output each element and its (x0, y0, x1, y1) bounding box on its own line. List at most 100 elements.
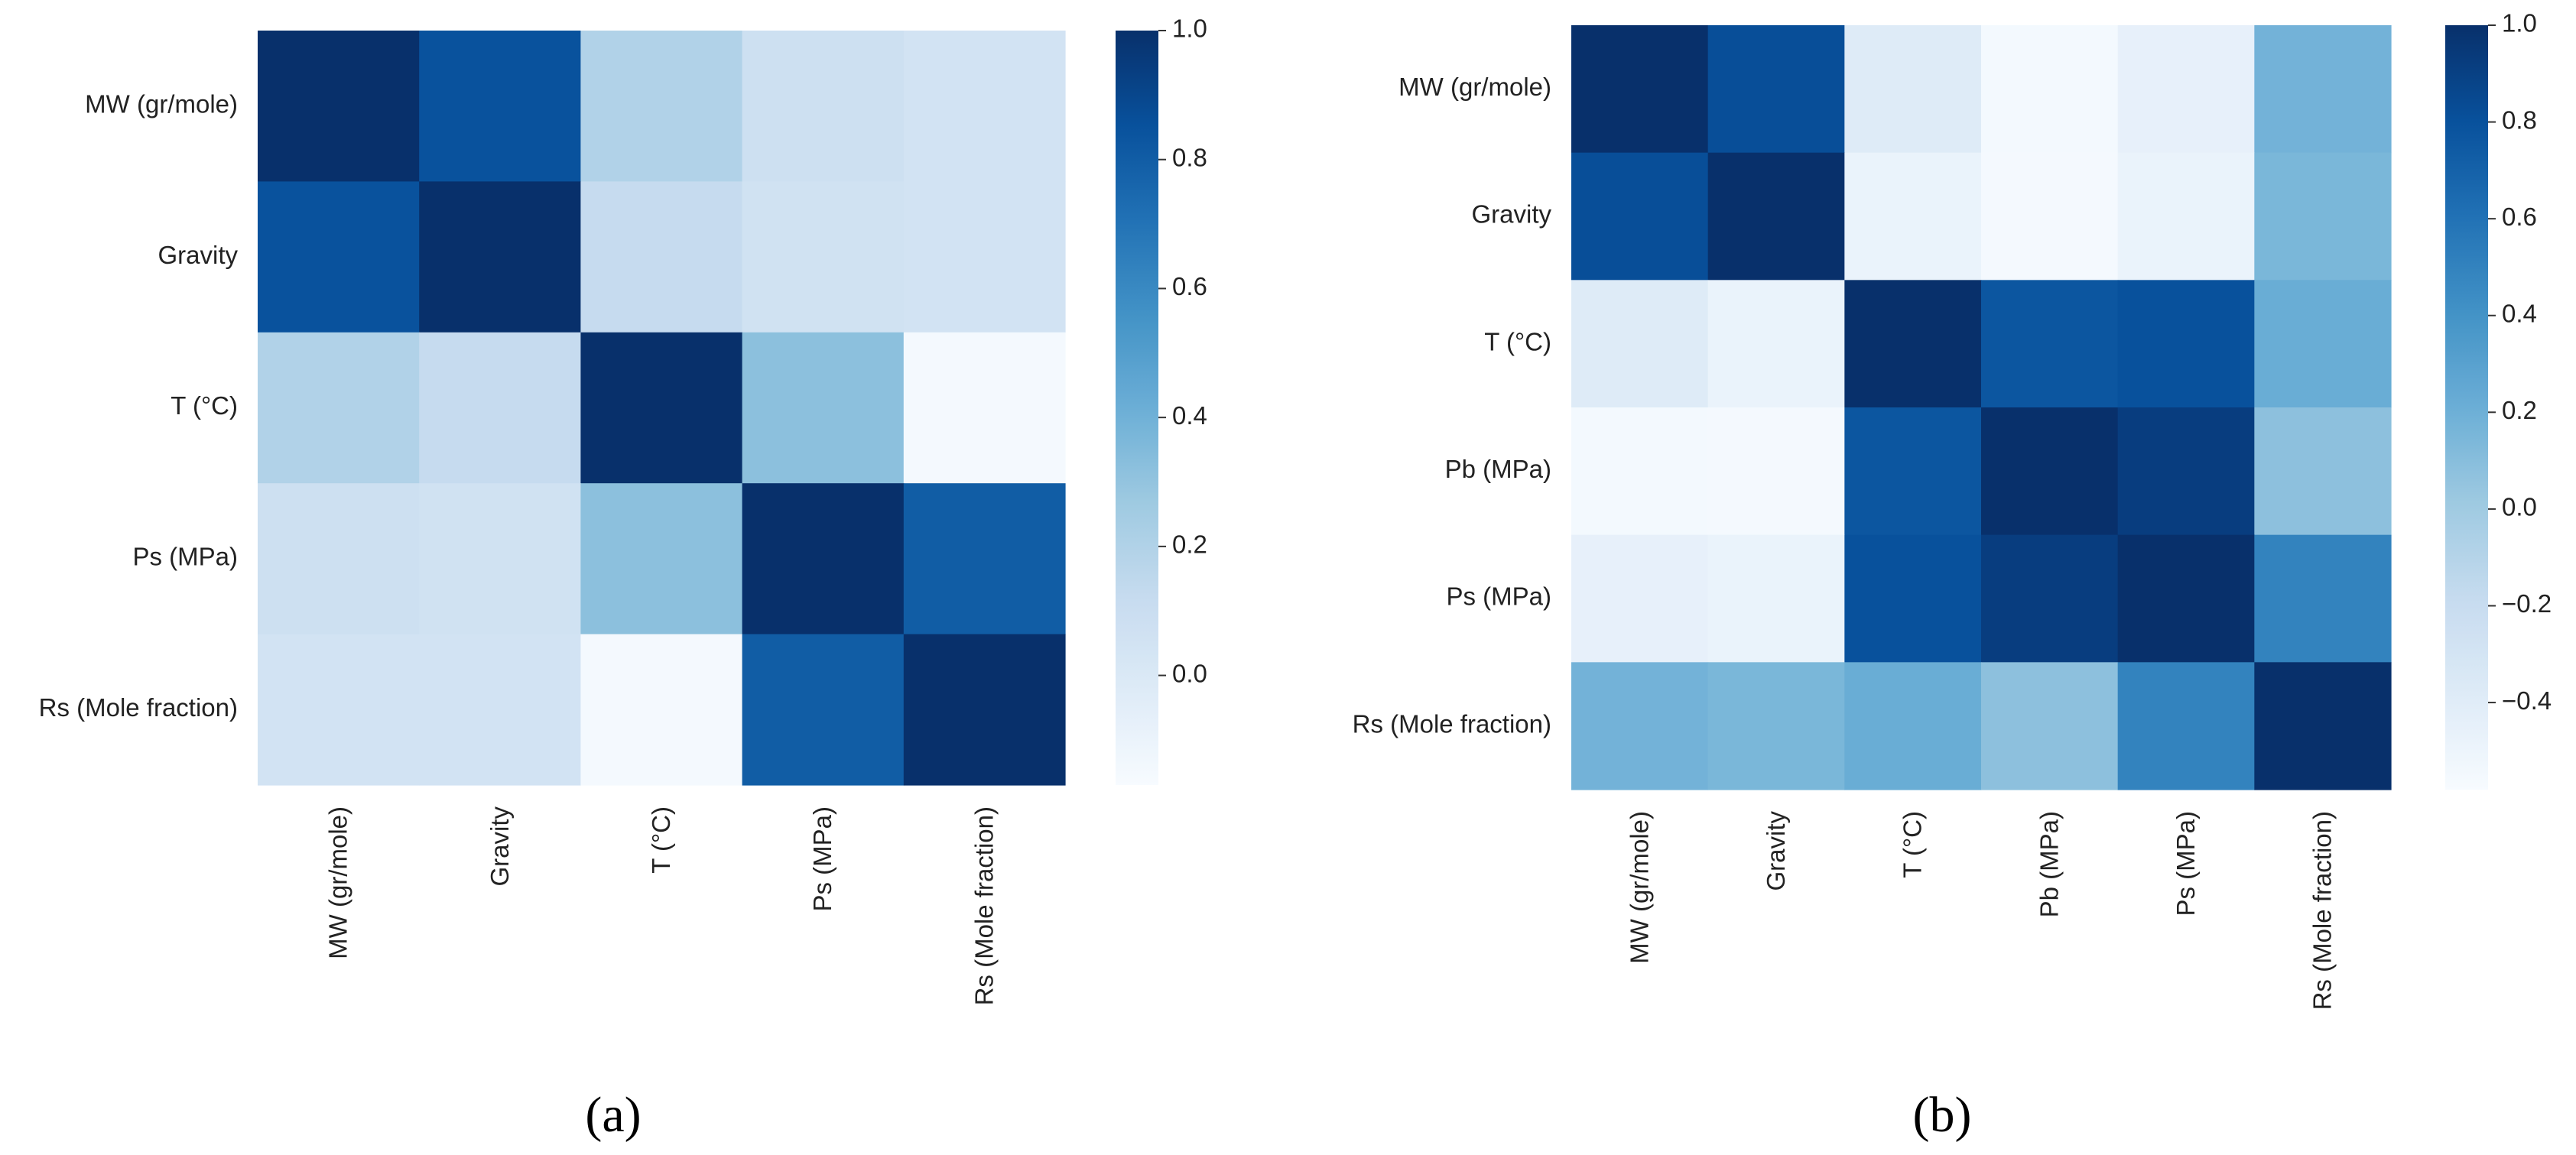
heatmap-cell (1571, 662, 1709, 790)
colorbar-tick-label: 0.4 (1172, 401, 1207, 430)
heatmap-cell (419, 634, 581, 786)
panel-caption: (a) (585, 1087, 641, 1143)
heatmap-cell (1707, 280, 1845, 408)
heatmap-cell (1981, 280, 2119, 408)
heatmap-cell (742, 31, 905, 182)
x-tick-label: T (°C) (647, 806, 675, 874)
x-tick-label: Rs (Mole fraction) (2308, 811, 2337, 1010)
x-tick-label: T (°C) (1899, 811, 1927, 878)
x-tick-labels: MW (gr/mole) Gravity T (°C) Pb (MPa) Ps (MPa… (1625, 811, 2336, 1011)
colorbar-tick-label: 0.0 (2502, 493, 2537, 521)
heatmap-cell (580, 31, 743, 182)
heatmap-cell (1844, 407, 1982, 536)
heatmap-cell (2117, 152, 2255, 281)
heatmap-cell (1707, 152, 1845, 281)
heatmap-cell (258, 31, 420, 182)
heatmap-cell (1844, 152, 1982, 281)
heatmap-cell (1707, 662, 1845, 790)
heatmap-cell (2117, 534, 2255, 663)
heatmap-cell (419, 483, 581, 635)
panel-caption: (b) (1913, 1087, 1972, 1143)
heatmap-cell (1571, 152, 1709, 281)
heatmap-cell (258, 634, 420, 786)
colorbar-tick-label: 1.0 (2502, 9, 2537, 37)
heatmap-cell (419, 31, 581, 182)
heatmap-cell (1707, 25, 1845, 154)
heatmap-cell (2254, 407, 2392, 536)
x-tick-label: Pb (MPa) (2035, 811, 2063, 917)
heatmap-cell (903, 483, 1066, 635)
heatmap-cell (1844, 25, 1982, 154)
y-tick-label: Ps (MPa) (132, 543, 238, 571)
y-tick-label: Pb (MPa) (1445, 455, 1551, 483)
heatmap-cell (742, 634, 905, 786)
heatmap-cell (580, 634, 743, 786)
y-tick-label: MW (gr/mole) (85, 89, 238, 118)
heatmap-cell (2117, 662, 2255, 790)
x-tick-label: MW (gr/mole) (1625, 811, 1653, 964)
heatmap-cell (419, 181, 581, 333)
colorbar: 1.0 0.8 0.6 0.4 0.2 0.0 −0.2 −0.4 (2445, 9, 2552, 790)
colorbar-tick-label: 1.0 (1172, 15, 1207, 43)
heatmap-cell (2254, 25, 2392, 154)
x-tick-label: Gravity (486, 806, 514, 887)
heatmap-cell (1571, 407, 1709, 536)
heatmap-cells (258, 31, 1066, 786)
y-tick-label: Ps (MPa) (1446, 582, 1551, 611)
heatmap-cell (1707, 534, 1845, 663)
x-tick-label: Rs (Mole fraction) (970, 806, 998, 1005)
y-tick-label: Gravity (158, 241, 238, 269)
colorbar-tick-label: 0.4 (2502, 299, 2537, 327)
heatmap-cell (903, 31, 1066, 182)
heatmap-panel-a: MW (gr/mole) Gravity T (°C) Ps (MPa) Rs (Mol… (39, 15, 1207, 1143)
colorbar-tick-label: 0.2 (2502, 396, 2537, 424)
heatmap-cell (1981, 662, 2119, 790)
heatmap-cell (258, 483, 420, 635)
y-tick-labels: MW (gr/mole) Gravity T (°C) Pb (MPa) Ps (MPa… (1353, 73, 1552, 738)
heatmap-cell (1981, 407, 2119, 536)
colorbar-gradient (2445, 25, 2488, 790)
heatmap-cell (258, 181, 420, 333)
heatmap-cell (580, 181, 743, 333)
heatmap-cell (2254, 152, 2392, 281)
x-tick-label: Ps (MPa) (2172, 811, 2200, 917)
x-tick-label: Gravity (1762, 811, 1790, 891)
heatmap-cell (1571, 534, 1709, 663)
heatmap-cell (1981, 534, 2119, 663)
x-tick-labels: MW (gr/mole) Gravity T (°C) Ps (MPa) Rs (Mol… (324, 806, 999, 1006)
colorbar-tick-label: 0.0 (1172, 659, 1207, 687)
y-tick-label: Rs (Mole fraction) (39, 693, 238, 722)
heatmap-cell (1844, 662, 1982, 790)
colorbar-tick-label: −0.4 (2502, 686, 2552, 715)
colorbar-tick-label: 0.8 (2502, 105, 2537, 134)
heatmap-cell (2254, 534, 2392, 663)
colorbar-tick-label: 0.6 (1172, 272, 1207, 300)
heatmap-cell (2117, 25, 2255, 154)
y-tick-label: T (°C) (171, 391, 238, 420)
heatmap-cell (1981, 25, 2119, 154)
heatmap-cell (742, 181, 905, 333)
heatmap-cell (1981, 152, 2119, 281)
heatmap-cell (580, 483, 743, 635)
y-tick-labels: MW (gr/mole) Gravity T (°C) Ps (MPa) Rs (Mol… (39, 89, 239, 722)
y-tick-label: Rs (Mole fraction) (1353, 709, 1551, 738)
heatmap-cell (2117, 407, 2255, 536)
heatmap-cell (2254, 662, 2392, 790)
heatmap-cell (1844, 280, 1982, 408)
heatmap-cell (580, 332, 743, 484)
heatmap-cell (2254, 280, 2392, 408)
heatmap-cell (1707, 407, 1845, 536)
heatmap-cells (1571, 25, 2392, 790)
colorbar-tick-label: 0.6 (2502, 203, 2537, 231)
heatmap-cell (903, 332, 1066, 484)
heatmap-cell (903, 634, 1066, 786)
colorbar: 1.0 0.8 0.6 0.4 0.2 0.0 (1116, 15, 1207, 785)
colorbar-tick-label: 0.8 (1172, 143, 1207, 171)
heatmap-panel-b: MW (gr/mole) Gravity T (°C) Pb (MPa) Ps (MPa… (1353, 9, 2552, 1143)
colorbar-gradient (1116, 31, 1158, 785)
x-tick-label: Ps (MPa) (808, 806, 836, 912)
heatmap-cell (1571, 25, 1709, 154)
y-tick-label: Gravity (1471, 200, 1551, 229)
heatmap-cell (258, 332, 420, 484)
